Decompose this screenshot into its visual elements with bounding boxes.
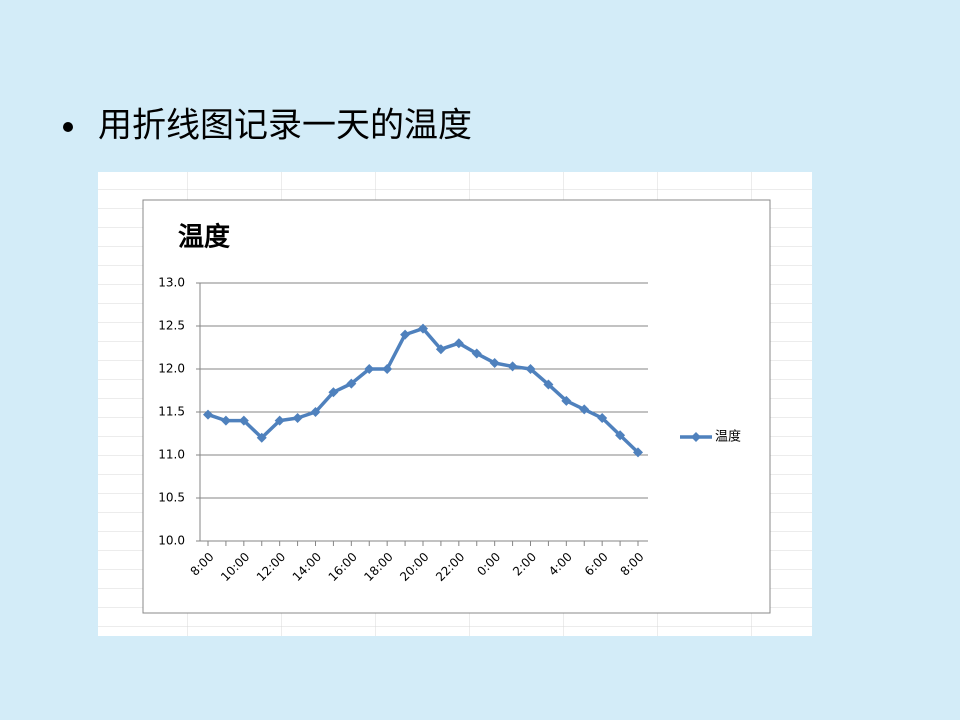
chart-area (142, 199, 771, 614)
point-marker (525, 364, 536, 374)
legend-label: 温度 (715, 429, 741, 445)
point-marker (292, 413, 303, 424)
point-marker (471, 348, 482, 359)
point-marker (507, 361, 518, 372)
point-marker (346, 378, 357, 389)
point-marker (400, 329, 411, 340)
bullet-dot (63, 122, 73, 132)
point-marker (328, 387, 339, 398)
point-marker (274, 415, 285, 426)
point-marker (238, 415, 249, 426)
point-marker (579, 404, 590, 415)
point-marker (364, 364, 375, 374)
point-marker (543, 379, 554, 390)
point-marker (597, 413, 608, 424)
point-marker (220, 415, 231, 426)
point-marker (418, 323, 428, 334)
y-tick-label: 11.5 (158, 405, 185, 419)
y-tick-label: 10.5 (158, 491, 185, 505)
point-marker (256, 432, 267, 443)
point-marker (453, 338, 464, 349)
y-tick-label: 11.0 (158, 448, 185, 462)
y-tick-label: 13.0 (158, 276, 185, 290)
y-tick-label: 12.0 (158, 362, 185, 376)
point-marker (633, 447, 643, 458)
point-marker (489, 357, 500, 368)
point-marker (310, 407, 321, 417)
point-marker (203, 409, 213, 420)
point-marker (561, 395, 572, 406)
y-tick-label: 10.0 (158, 534, 185, 548)
point-marker (435, 344, 446, 355)
chart-title: 温度 (178, 222, 230, 253)
bullet-text: 用折线图记录一天的温度 (98, 106, 472, 146)
point-marker (382, 364, 393, 374)
legend-marker (691, 432, 701, 442)
y-tick-label: 12.5 (158, 319, 185, 333)
point-marker (615, 430, 626, 441)
